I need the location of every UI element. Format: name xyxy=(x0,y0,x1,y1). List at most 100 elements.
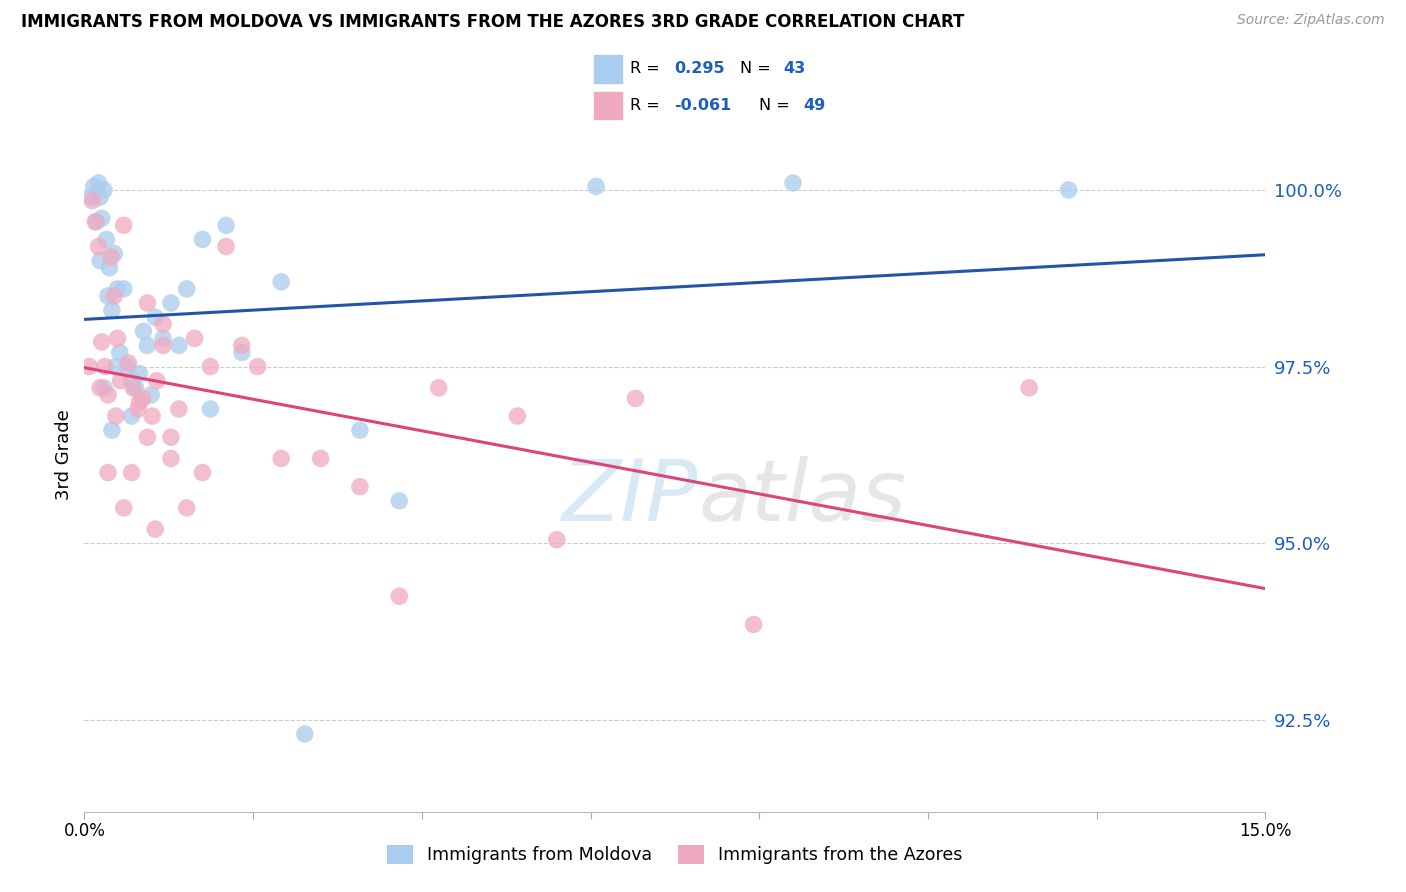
Point xyxy=(89,190,111,204)
Point xyxy=(104,359,127,374)
Point xyxy=(160,430,183,444)
Point xyxy=(146,374,169,388)
Point xyxy=(143,522,166,536)
Point xyxy=(191,466,214,480)
Point xyxy=(96,232,118,246)
Point xyxy=(97,388,120,402)
Text: 0.295: 0.295 xyxy=(673,62,724,76)
Point xyxy=(84,215,107,229)
Point xyxy=(136,296,159,310)
Point xyxy=(388,589,411,603)
Point xyxy=(117,359,139,374)
Point xyxy=(167,402,190,417)
Point xyxy=(231,345,253,359)
Point xyxy=(1057,183,1080,197)
Point xyxy=(132,324,155,338)
Point xyxy=(128,367,150,381)
Text: R =: R = xyxy=(630,98,659,113)
Point xyxy=(141,388,163,402)
Point xyxy=(98,260,121,275)
Point xyxy=(624,392,647,406)
Y-axis label: 3rd Grade: 3rd Grade xyxy=(55,409,73,500)
Bar xyxy=(595,92,621,120)
Text: N =: N = xyxy=(740,62,770,76)
Point xyxy=(215,239,238,253)
Point xyxy=(246,359,269,374)
Point xyxy=(176,282,198,296)
Point xyxy=(93,183,115,197)
Point xyxy=(117,356,139,370)
Point xyxy=(349,480,371,494)
Point xyxy=(136,430,159,444)
Text: -0.061: -0.061 xyxy=(673,98,731,113)
Point xyxy=(112,219,135,233)
Point xyxy=(103,289,125,303)
Point xyxy=(427,381,450,395)
Point xyxy=(152,331,174,345)
Point xyxy=(84,215,107,229)
Text: 15.0%: 15.0% xyxy=(1239,822,1292,840)
Point xyxy=(270,451,292,466)
Point xyxy=(93,381,115,395)
Point xyxy=(152,338,174,352)
Point xyxy=(90,334,112,349)
Point xyxy=(112,500,135,515)
Point xyxy=(121,409,143,423)
Point xyxy=(97,289,120,303)
Point xyxy=(128,395,150,409)
Point xyxy=(87,239,110,253)
Point xyxy=(388,493,411,508)
Text: 0.0%: 0.0% xyxy=(63,822,105,840)
Point xyxy=(122,381,145,395)
Point xyxy=(176,500,198,515)
Text: N =: N = xyxy=(759,98,790,113)
Text: 49: 49 xyxy=(803,98,825,113)
Legend: Immigrants from Moldova, Immigrants from the Azores: Immigrants from Moldova, Immigrants from… xyxy=(380,838,970,871)
Point xyxy=(110,374,132,388)
Point xyxy=(107,331,129,345)
Point xyxy=(100,250,122,264)
Point xyxy=(89,381,111,395)
Text: ZIP: ZIP xyxy=(562,456,699,540)
Point xyxy=(160,451,183,466)
Text: IMMIGRANTS FROM MOLDOVA VS IMMIGRANTS FROM THE AZORES 3RD GRADE CORRELATION CHAR: IMMIGRANTS FROM MOLDOVA VS IMMIGRANTS FR… xyxy=(21,13,965,31)
Point xyxy=(101,303,124,318)
Point xyxy=(94,359,117,374)
Point xyxy=(101,423,124,437)
Point xyxy=(191,232,214,246)
Point xyxy=(83,179,105,194)
Point xyxy=(506,409,529,423)
Point xyxy=(103,246,125,260)
Text: 43: 43 xyxy=(783,62,806,76)
Point xyxy=(231,338,253,352)
Point xyxy=(107,282,129,296)
Text: R =: R = xyxy=(630,62,659,76)
Point xyxy=(89,253,111,268)
Point xyxy=(742,617,765,632)
Point xyxy=(104,409,127,423)
Point xyxy=(136,338,159,352)
Point xyxy=(160,296,183,310)
Point xyxy=(108,345,131,359)
Point xyxy=(112,282,135,296)
Point xyxy=(585,179,607,194)
Point xyxy=(167,338,190,352)
Bar xyxy=(595,54,621,83)
Point xyxy=(87,176,110,190)
Point xyxy=(200,402,222,417)
Point xyxy=(97,466,120,480)
Point xyxy=(143,310,166,325)
Point xyxy=(90,211,112,226)
Point xyxy=(270,275,292,289)
Point xyxy=(121,374,143,388)
Point xyxy=(782,176,804,190)
Text: atlas: atlas xyxy=(699,456,907,540)
Point xyxy=(127,402,149,417)
Point xyxy=(77,359,100,374)
Point xyxy=(294,727,316,741)
Point xyxy=(152,317,174,331)
Point xyxy=(82,194,104,208)
Point xyxy=(141,409,163,423)
Point xyxy=(349,423,371,437)
Point xyxy=(1018,381,1040,395)
